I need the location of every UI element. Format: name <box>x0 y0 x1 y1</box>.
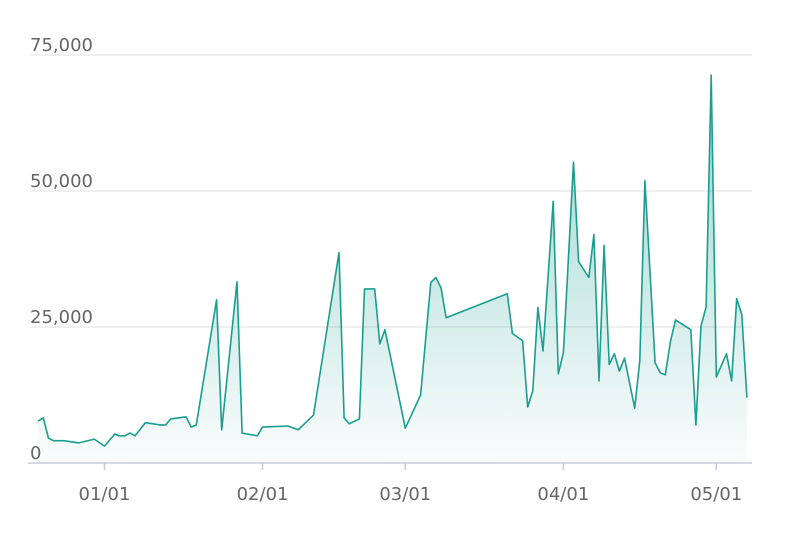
y-tick-label: 75,000 <box>30 35 93 56</box>
x-tick-label: 03/01 <box>379 484 431 505</box>
area-line <box>37 74 748 447</box>
x-tick-label: 02/01 <box>237 484 289 505</box>
x-tick-label: 04/01 <box>537 484 589 505</box>
x-tick-label: 01/01 <box>79 484 131 505</box>
y-tick-label: 25,000 <box>30 307 93 328</box>
area-fill <box>38 75 747 463</box>
x-tick-label: 05/01 <box>690 484 742 505</box>
y-tick-label: 50,000 <box>30 171 93 192</box>
y-tick-label: 0 <box>30 443 41 464</box>
